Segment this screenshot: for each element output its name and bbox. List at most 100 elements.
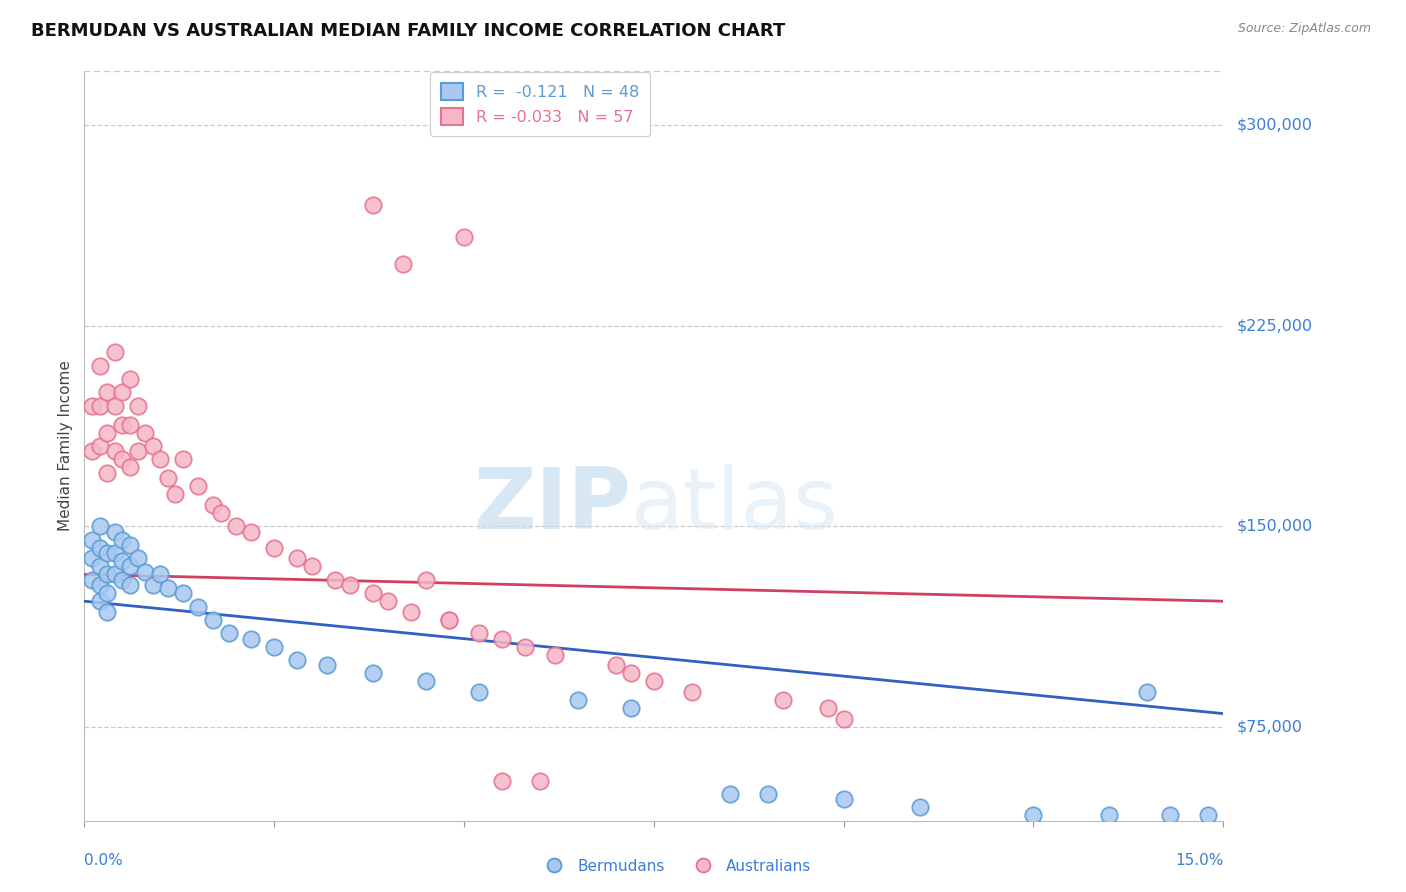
Point: [285, 551, 308, 566]
Point: [316, 658, 339, 673]
Point: [172, 586, 194, 600]
Point: [89, 559, 111, 574]
Point: [104, 567, 127, 582]
Point: [118, 417, 141, 432]
Text: atlas: atlas: [631, 465, 839, 548]
Point: [718, 787, 741, 801]
Point: [285, 653, 308, 667]
Point: [104, 345, 127, 359]
Point: [263, 640, 285, 654]
Point: [832, 792, 855, 806]
Point: [567, 693, 589, 707]
Point: [104, 546, 127, 560]
Text: 15.0%: 15.0%: [1175, 853, 1223, 868]
Point: [513, 640, 536, 654]
Point: [96, 546, 118, 560]
Point: [118, 578, 141, 592]
Point: [134, 565, 156, 579]
Point: [681, 685, 703, 699]
Point: [468, 685, 491, 699]
Point: [80, 551, 103, 566]
Point: [172, 452, 194, 467]
Point: [96, 466, 118, 480]
Point: [339, 578, 361, 592]
Point: [96, 605, 118, 619]
Point: [89, 439, 111, 453]
Point: [156, 581, 179, 595]
Point: [772, 693, 794, 707]
Point: [301, 559, 323, 574]
Point: [111, 573, 134, 587]
Point: [908, 800, 931, 814]
Point: [104, 399, 127, 413]
Point: [96, 567, 118, 582]
Point: [80, 444, 103, 458]
Point: [468, 626, 491, 640]
Point: [817, 701, 839, 715]
Y-axis label: Median Family Income: Median Family Income: [58, 360, 73, 532]
Text: $225,000: $225,000: [1237, 318, 1313, 333]
Point: [240, 632, 263, 646]
Point: [127, 444, 149, 458]
Point: [832, 712, 855, 726]
Point: [111, 554, 134, 568]
Point: [491, 773, 513, 788]
Point: [187, 479, 209, 493]
Point: [156, 471, 179, 485]
Point: [491, 632, 513, 646]
Point: [263, 541, 285, 555]
Text: $75,000: $75,000: [1237, 720, 1303, 734]
Point: [323, 573, 346, 587]
Point: [127, 551, 149, 566]
Point: [218, 626, 240, 640]
Point: [96, 586, 118, 600]
Point: [89, 541, 111, 555]
Point: [415, 674, 437, 689]
Point: [165, 487, 187, 501]
Point: [392, 257, 415, 271]
Point: [415, 573, 437, 587]
Point: [202, 498, 225, 512]
Point: [96, 385, 118, 400]
Point: [377, 594, 399, 608]
Point: [756, 787, 779, 801]
Point: [111, 385, 134, 400]
Point: [149, 567, 172, 582]
Point: [437, 613, 460, 627]
Point: [1197, 808, 1219, 822]
Point: [89, 399, 111, 413]
Point: [118, 460, 141, 475]
Point: [127, 399, 149, 413]
Point: [118, 559, 141, 574]
Point: [89, 359, 111, 373]
Point: [96, 425, 118, 440]
Point: [142, 439, 165, 453]
Point: [620, 701, 643, 715]
Point: [437, 613, 460, 627]
Point: [1098, 808, 1121, 822]
Point: [149, 452, 172, 467]
Point: [118, 372, 141, 386]
Point: [111, 417, 134, 432]
Point: [620, 666, 643, 681]
Text: Source: ZipAtlas.com: Source: ZipAtlas.com: [1237, 22, 1371, 36]
Text: $300,000: $300,000: [1237, 118, 1313, 132]
Point: [399, 605, 422, 619]
Point: [80, 573, 103, 587]
Point: [529, 773, 551, 788]
Point: [104, 444, 127, 458]
Point: [134, 425, 156, 440]
Point: [89, 594, 111, 608]
Legend: R =  -0.121   N = 48, R = -0.033   N = 57: R = -0.121 N = 48, R = -0.033 N = 57: [429, 72, 651, 136]
Point: [202, 613, 225, 627]
Point: [361, 198, 384, 212]
Point: [605, 658, 627, 673]
Point: [453, 230, 475, 244]
Point: [89, 519, 111, 533]
Point: [1136, 685, 1159, 699]
Point: [80, 533, 103, 547]
Point: [104, 524, 127, 539]
Point: [118, 538, 141, 552]
Point: [1022, 808, 1045, 822]
Point: [361, 586, 384, 600]
